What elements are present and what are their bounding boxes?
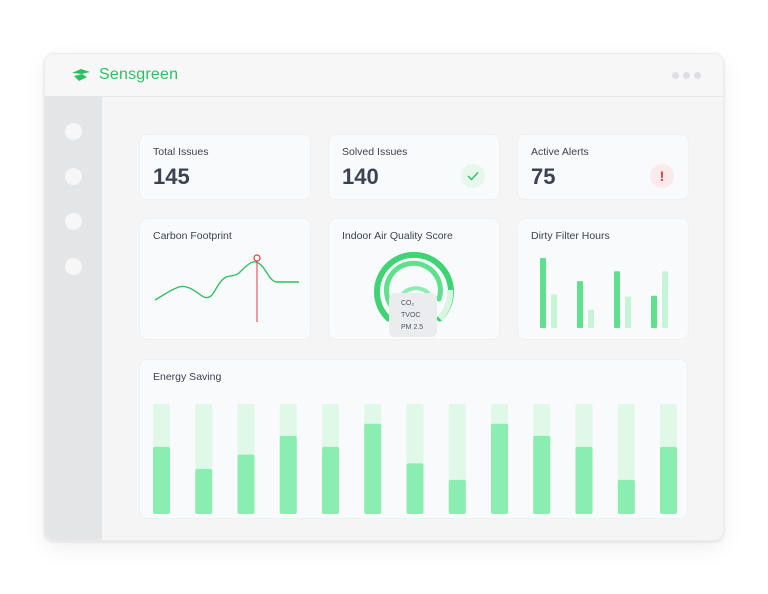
energy-bar [406,463,424,514]
carbon-line-chart [154,254,299,322]
energy-bar [153,446,170,514]
filter-bar-secondary [588,309,594,328]
energy-bar [491,423,508,514]
energy-bar [237,454,255,514]
total-issues-card[interactable]: Total Issues 145 [139,134,311,200]
filter-bar-primary [577,281,583,328]
title-bar: Sensgreen [45,54,723,97]
energy-bar [448,479,466,514]
energy-bar [279,435,297,514]
gauge-ring-outer-rest [437,289,454,321]
card-title: Carbon Footprint [153,230,232,242]
active-alerts-card[interactable]: Active Alerts 75 ! [517,134,689,200]
sensgreen-logo-icon [72,69,90,81]
window-menu[interactable] [672,72,701,79]
aqi-legend-pm25: PM 2.5 [401,324,424,331]
sidebar [45,97,102,540]
card-title: Indoor Air Quality Score [342,230,453,242]
card-title: Dirty Filter Hours [531,230,610,242]
aqi-legend-co2: CO₂ [401,300,415,307]
carbon-line [154,261,299,301]
sidebar-item-2[interactable] [65,168,82,185]
filter-bar-secondary [625,296,631,328]
sidebar-item-3[interactable] [65,213,82,230]
gauge-ring-middle [383,260,443,313]
card-title: Energy Saving [153,371,222,383]
check-icon [461,164,485,188]
energy-bar [322,446,339,514]
brand[interactable]: Sensgreen [69,66,178,84]
sidebar-item-4[interactable] [65,258,82,275]
filter-bar-primary [651,295,657,328]
energy-bar [575,446,593,514]
filter-bar-secondary [662,271,668,328]
card-title: Active Alerts [531,146,589,158]
sidebar-item-1[interactable] [65,123,82,140]
air-quality-card[interactable]: Indoor Air Quality Score CO₂ TVOC PM 2.5 [328,218,500,340]
card-value: 140 [342,164,379,189]
filter-bar-primary [540,258,546,328]
energy-saving-bar-chart [153,404,677,514]
energy-bar [660,446,677,514]
energy-bar [533,435,551,514]
energy-bar [195,468,213,514]
energy-bar [364,423,382,514]
aqi-legend: CO₂ TVOC PM 2.5 [389,293,437,337]
card-title: Total Issues [153,146,209,158]
window-dot [672,72,679,79]
aqi-legend-tvoc: TVOC [401,312,421,319]
energy-saving-card[interactable]: Energy Saving [139,359,688,519]
card-title: Solved Issues [342,146,408,158]
dirty-filter-bar-chart [540,258,668,328]
window-dot [694,72,701,79]
app-window: Sensgreen Total Issues 145 Solved Issues… [44,53,724,541]
air-quality-gauge [374,251,454,322]
carbon-footprint-card[interactable]: Carbon Footprint [139,218,311,340]
filter-bar-primary [614,271,620,328]
exclamation-icon: ! [650,164,674,188]
carbon-marker-point [253,254,261,262]
solved-issues-card[interactable]: Solved Issues 140 [328,134,500,200]
filter-bar-secondary [551,294,557,328]
card-value: 145 [153,164,190,189]
energy-bar [617,479,635,514]
card-value: 75 [531,164,556,189]
brand-name: Sensgreen [99,66,179,83]
dirty-filter-card[interactable]: Dirty Filter Hours [517,218,689,340]
window-dot [683,72,690,79]
